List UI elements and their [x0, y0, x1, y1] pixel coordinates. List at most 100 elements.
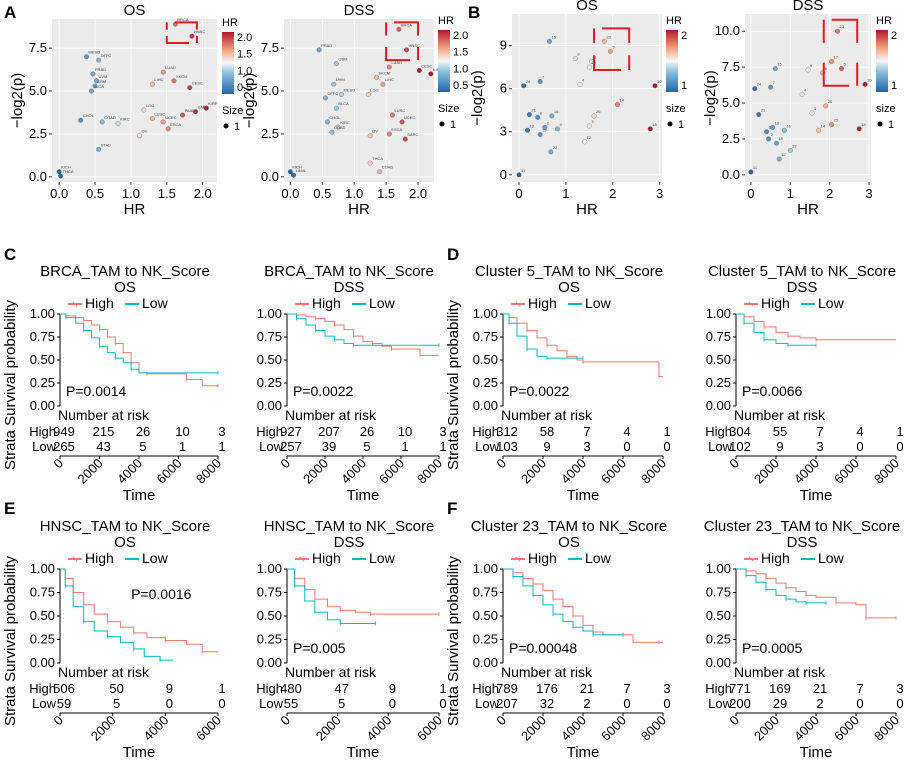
scatter-point: [323, 95, 328, 101]
km-subtitle: DSS: [334, 279, 365, 296]
x-tick-label: 0: [726, 713, 742, 729]
point-label: PAAD: [185, 108, 196, 113]
scatter-point: [367, 133, 373, 139]
point-label: 23: [606, 34, 611, 39]
y-tick-label: 0.25: [473, 375, 498, 390]
point-label: LGG: [146, 103, 154, 108]
risk-value: 55: [773, 424, 787, 439]
p-value: P=0.0022: [509, 383, 570, 399]
chart-title: DSS: [344, 2, 375, 19]
size-legend-title: Size: [222, 105, 243, 117]
scatter-point: [647, 126, 653, 132]
point-label: CHOL: [329, 115, 341, 120]
x-axis-label: HR: [124, 201, 146, 218]
y-tick-label: 0.00: [257, 655, 282, 670]
risk-value: 1: [218, 439, 225, 454]
y-tick-label: 0.00: [30, 655, 55, 670]
km-title: HNSC_TAM to NK_Score: [264, 518, 435, 535]
size-legend-title: size: [876, 103, 896, 115]
scatter-point: [652, 83, 658, 89]
risk-value: 1: [896, 424, 903, 439]
point-label: 10: [867, 77, 872, 82]
y-tick-label: 0.00: [30, 398, 55, 413]
point-label: COAD: [382, 165, 394, 170]
y-tick-label: 5.0: [29, 83, 47, 98]
legend-high-swatch: [72, 301, 78, 307]
risk-value: 9: [776, 439, 783, 454]
chart-a-dss: DSS 0.0 0.5 1.0 1.5 2.0 0.0 2.5 5.0 7.5 HR −log2(p)…: [241, 2, 468, 218]
scatter-point: [428, 71, 434, 77]
risk-value: 9: [166, 681, 173, 696]
scatter-point: [586, 64, 592, 70]
scatter-point: [287, 169, 293, 175]
x-tick-label: 2000: [75, 456, 106, 487]
y-tick-label: 10.0: [715, 23, 740, 38]
y-tick-label: 2.5: [722, 131, 740, 146]
scatter-point: [537, 132, 543, 138]
y-tick-label: 0.75: [473, 585, 498, 600]
scatter-point: [189, 33, 195, 39]
point-label: BLCA: [338, 101, 349, 106]
scatter-point: [193, 109, 198, 115]
y-tick-label: 0.75: [30, 329, 55, 344]
legend-high-swatch: [72, 556, 78, 562]
point-label: KIRP: [433, 67, 443, 72]
point-label: KICH: [292, 165, 302, 170]
risk-value: 4: [856, 424, 863, 439]
risk-value: 3: [896, 681, 903, 696]
scatter-point: [203, 105, 209, 111]
x-tick-label: 0.0: [281, 186, 299, 201]
scatter-point: [542, 124, 548, 130]
x-axis-label: Time: [800, 744, 833, 761]
scatter-point: [586, 123, 592, 129]
risk-value: 0: [218, 696, 225, 711]
y-tick-label: 0.50: [30, 352, 55, 367]
risk-value: 0: [856, 696, 863, 711]
risk-value: 2: [816, 696, 823, 711]
scatter-point: [607, 48, 613, 54]
x-axis-label: Time: [347, 744, 380, 761]
scatter-point: [776, 156, 782, 162]
scatter-point: [187, 85, 193, 91]
point-label: COAD: [334, 125, 346, 130]
point-label: 24: [526, 79, 531, 84]
scatter-point: [748, 169, 754, 175]
colorbar-tick-label: 2: [891, 30, 897, 42]
scatter-point: [756, 112, 762, 117]
risk-value: 10: [398, 424, 412, 439]
x-tick-label: 0: [726, 456, 742, 472]
y-tick-label: 0.50: [257, 608, 282, 623]
risk-value: 265: [53, 439, 75, 454]
point-label: CHOL: [83, 113, 95, 118]
scatter-point: [416, 68, 422, 73]
scatter-point: [89, 88, 94, 94]
p-value: P=0.00048: [509, 640, 577, 656]
colorbar-tick-label: 0.5: [453, 80, 468, 92]
point-label: 7: [542, 74, 545, 79]
point-label: 4: [582, 77, 585, 82]
y-tick-label: 6: [500, 81, 507, 96]
point-label: LAML: [296, 168, 307, 173]
risk-value: 1: [179, 439, 186, 454]
legend-high-label: High: [761, 295, 790, 311]
point-label: 9: [577, 52, 580, 57]
km-curve-high: [736, 313, 896, 341]
scatter-point: [329, 129, 335, 135]
chart-title: OS: [576, 0, 598, 14]
point-label: 14: [821, 123, 826, 128]
x-axis-label: Time: [567, 744, 600, 761]
x-tick-label: 2000: [518, 456, 549, 487]
point-label: KIRC: [120, 117, 130, 122]
risk-value: 7: [856, 681, 863, 696]
legend-high-label: High: [528, 295, 557, 311]
scatter-point: [386, 64, 392, 70]
point-label: BRCA: [401, 22, 412, 27]
point-label: MESO: [88, 50, 100, 55]
point-label: BLCA: [93, 84, 104, 89]
km-title: BRCA_TAM to NK_Score: [40, 263, 210, 280]
chart-title: OS: [124, 2, 146, 19]
